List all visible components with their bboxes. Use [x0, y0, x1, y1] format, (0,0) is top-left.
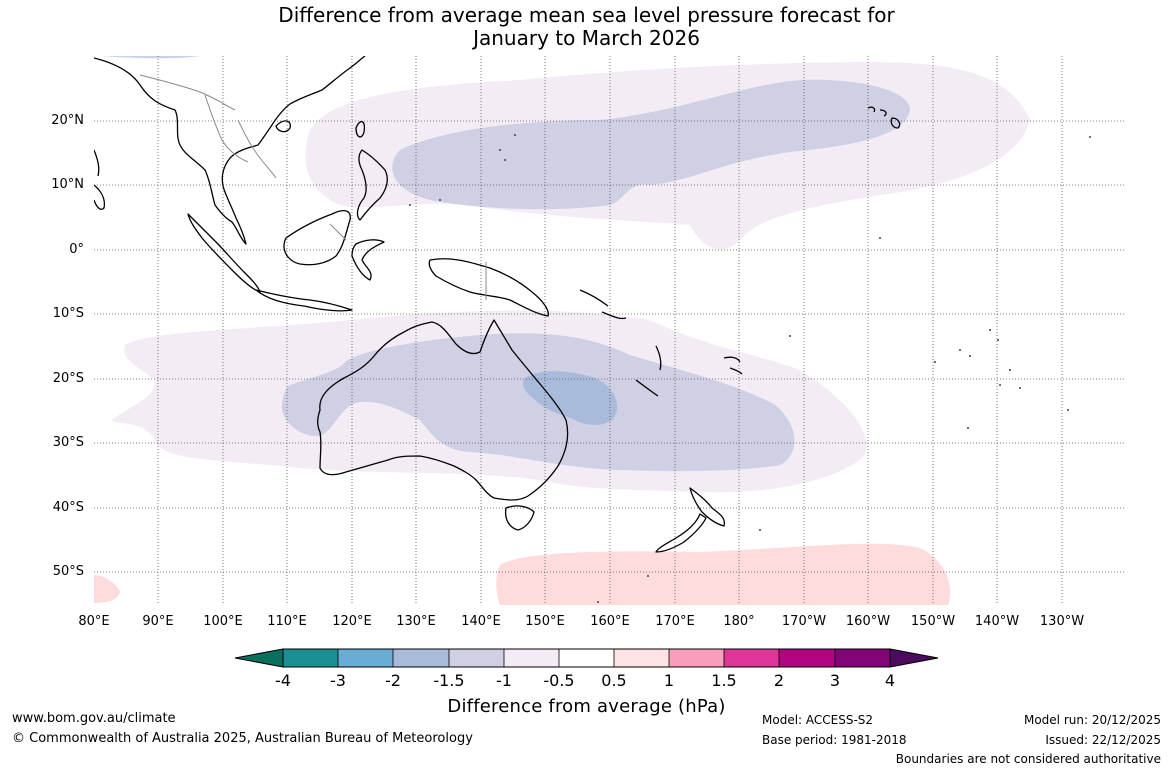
colorbar-tick-label: -1: [496, 671, 512, 690]
coastline-new-zealand-south: [655, 513, 707, 553]
colorbar-dividers: [337, 649, 836, 667]
lon-label-90e: 90°E: [142, 614, 174, 629]
colorbar-tick-label: 3: [829, 671, 841, 690]
issued-date: Issued: 22/12/2025: [1045, 733, 1161, 747]
colorbar-tick-label: 1.5: [711, 671, 737, 690]
lon-label-110e: 110°E: [267, 614, 307, 629]
coastline-vanuatu: [655, 345, 662, 371]
lon-label-80e: 80°E: [78, 614, 110, 629]
anomaly-region-southwest-positive: [94, 575, 120, 603]
title-line-2: January to March 2026: [473, 26, 700, 50]
colorbar-segment: [393, 649, 449, 667]
title-line-1: Difference from average mean sea level p…: [278, 3, 895, 27]
coastline-taiwan: [355, 121, 366, 138]
colorbar-segment: [338, 649, 393, 667]
coastline-new-guinea: [428, 258, 549, 317]
colorbar-outline: [282, 648, 891, 668]
coastline-java: [255, 289, 353, 312]
boundaries-disclaimer: Boundaries are not considered authoritat…: [895, 752, 1161, 766]
colorbar-segment: [835, 649, 890, 667]
colorbar-segment: [669, 649, 724, 667]
coastline-india: [94, 149, 106, 210]
lat-label-10s: 10°S: [52, 306, 84, 321]
coastline-tasmania: [504, 505, 535, 531]
website-link[interactable]: www.bom.gov.au/climate: [12, 711, 176, 726]
lon-label-180: 180°: [723, 614, 755, 629]
pacific-islands: [409, 134, 1091, 603]
coastline-sumatra: [187, 213, 261, 293]
coastline-solomons: [579, 289, 627, 320]
colorbar-segment: [449, 649, 504, 667]
colorbar-segment: [614, 649, 669, 667]
colorbar-segment: [504, 649, 559, 667]
colorbar-extend-low: [234, 648, 284, 668]
lon-label-130e: 130°E: [396, 614, 436, 629]
model-run-date: Model run: 20/12/2025: [1023, 713, 1161, 727]
coastlines: [94, 56, 901, 553]
anomaly-region-southern-ocean-positive: [496, 543, 951, 605]
lon-label-140w: 140°W: [974, 614, 1020, 629]
lat-label-0: 0°: [69, 242, 84, 257]
lat-label-10n: 10°N: [51, 177, 84, 192]
colorbar-tick-label: -4: [275, 671, 291, 690]
lon-label-150e: 150°E: [525, 614, 565, 629]
lon-label-130w: 130°W: [1039, 614, 1085, 629]
lon-label-170w: 170°W: [781, 614, 827, 629]
colorbar-tick-label: -1.5: [433, 671, 465, 690]
lon-label-140e: 140°E: [461, 614, 501, 629]
lat-label-50s: 50°S: [52, 564, 84, 579]
colorbar-title: Difference from average (hPa): [447, 696, 726, 717]
model-name: Model: ACCESS-S2: [762, 713, 874, 727]
anomaly-region-queensland-dark: [523, 371, 618, 425]
lon-label-150w: 150°W: [910, 614, 956, 629]
lat-label-20n: 20°N: [51, 113, 84, 128]
colorbar-segment: [283, 649, 338, 667]
lat-label-20s: 20°S: [52, 371, 84, 386]
coastline-new-zealand-north: [689, 487, 726, 527]
lon-label-100e: 100°E: [203, 614, 243, 629]
lon-label-160e: 160°E: [590, 614, 630, 629]
colorbar-tick-label: -0.5: [543, 671, 575, 690]
copyright-text: © Commonwealth of Australia 2025, Austra…: [12, 731, 473, 746]
country-borders: [139, 74, 487, 300]
coastline-australia: [317, 319, 569, 501]
coastline-sulawesi: [351, 239, 385, 281]
anomaly-region-north-negative: [100, 56, 200, 59]
coastline-borneo: [283, 209, 351, 266]
coastline-fiji: [723, 356, 743, 375]
colorbar-tick-label: 1: [663, 671, 675, 690]
chart-title: Difference from average mean sea level p…: [0, 4, 1173, 50]
colorbar-segment: [724, 649, 779, 667]
colorbar-tick-label: -2: [385, 671, 401, 690]
coastline-hainan: [275, 120, 291, 133]
colorbar-segment: [779, 649, 835, 667]
coastline-asia-mainland: [94, 56, 366, 245]
colorbar-segment: [559, 649, 614, 667]
base-period: Base period: 1981-2018: [762, 733, 907, 747]
anomaly-region-nw-pacific-mid: [392, 79, 910, 210]
coastline-hawaii: [867, 106, 901, 129]
lat-label-30s: 30°S: [52, 435, 84, 450]
colorbar-tick-label: 0.5: [601, 671, 627, 690]
lat-label-40s: 40°S: [52, 500, 84, 515]
lon-label-120e: 120°E: [332, 614, 372, 629]
colorbar-extend-high: [889, 648, 939, 668]
colorbar-tick-label: -3: [330, 671, 346, 690]
colorbar-tick-label: 4: [884, 671, 896, 690]
lon-label-160w: 160°W: [845, 614, 891, 629]
coastline-philippines: [356, 149, 388, 221]
colorbar-tick-label: 2: [773, 671, 785, 690]
gridlines: [94, 56, 1126, 605]
lon-label-170e: 170°E: [655, 614, 695, 629]
coastline-new-caledonia: [635, 379, 659, 397]
